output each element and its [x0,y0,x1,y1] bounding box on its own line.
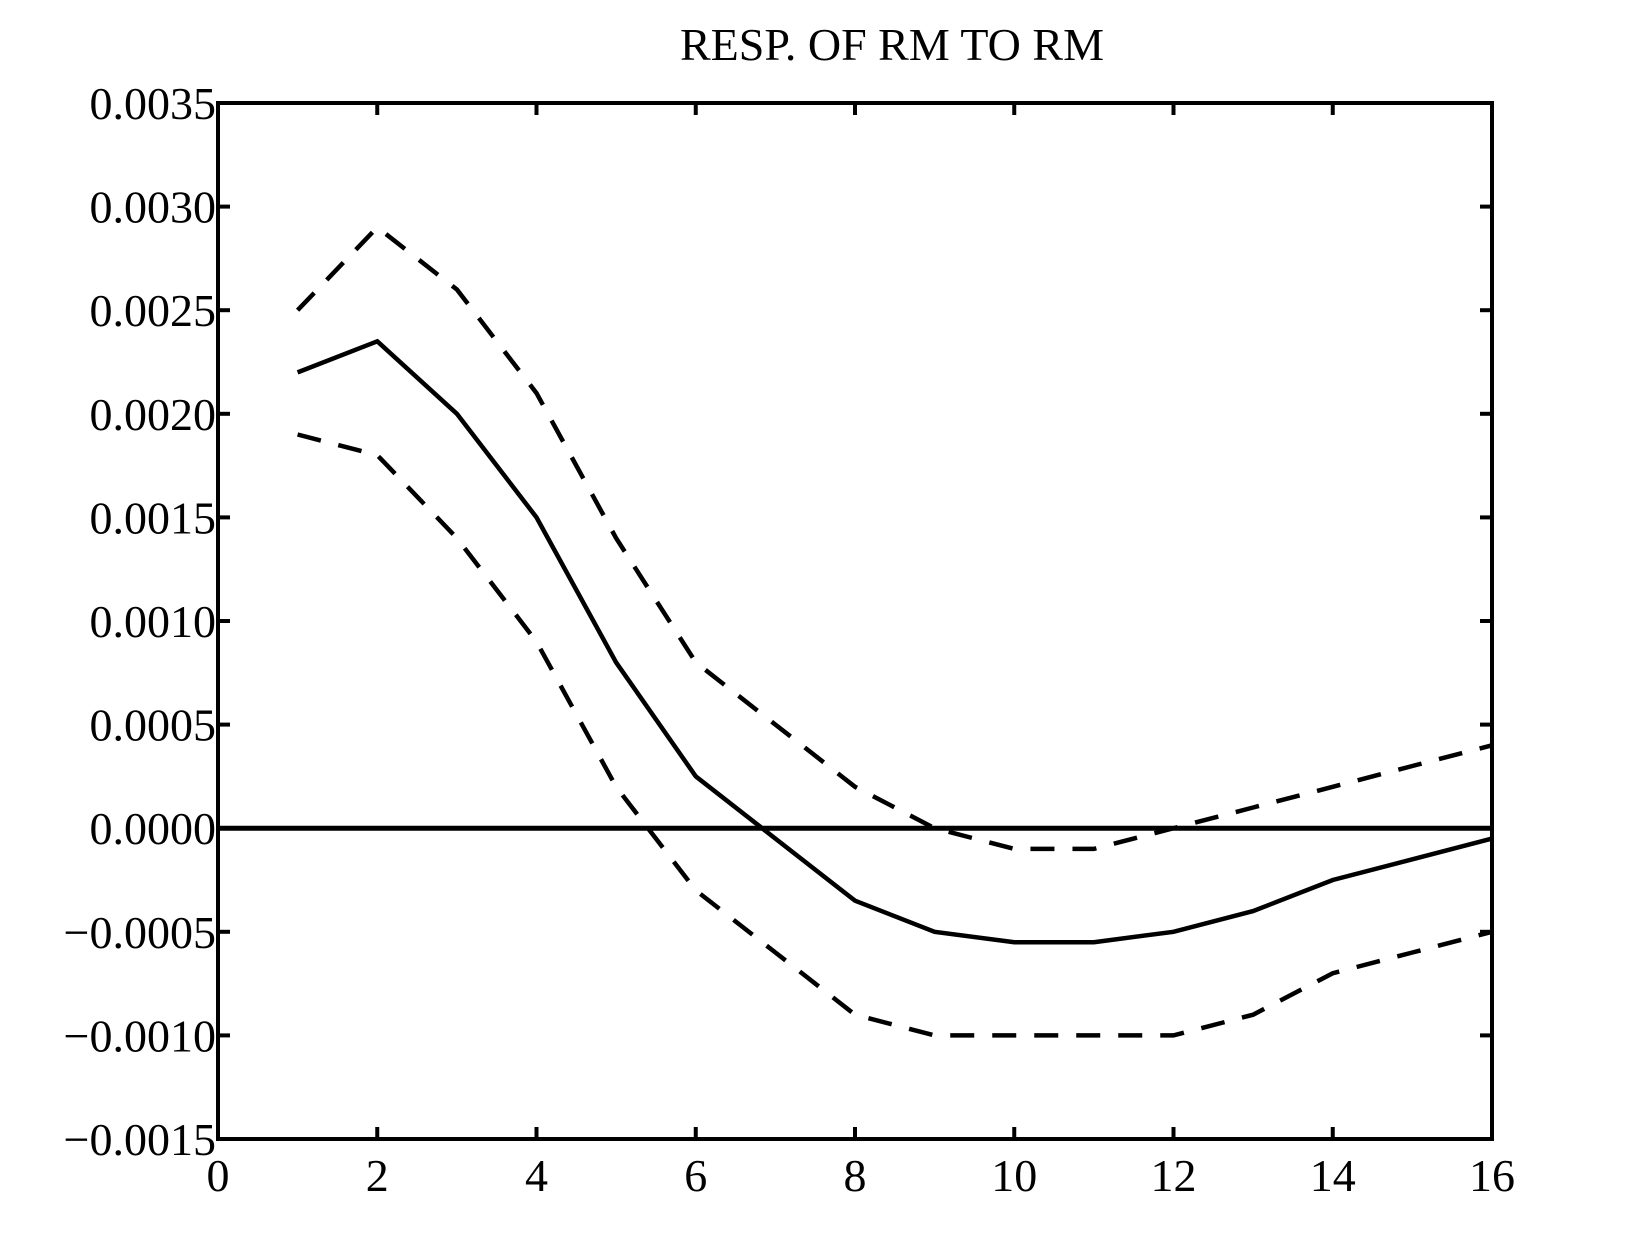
x-tick-label: 6 [684,1150,707,1201]
x-tick-label: 4 [525,1150,548,1201]
x-tick-label: 12 [1151,1150,1197,1201]
plot-area: 0.0035 0.0030 0.0025 0.0020 0.0015 0.0010 0.00… [64,78,1515,1201]
y-tick-label: −0.0005 [64,907,216,958]
y-tick-label: 0.0025 [90,285,217,336]
y-tick-label: 0.0030 [90,182,217,233]
y-tick-label: −0.0015 [64,1114,216,1165]
y-tick-label: 0.0010 [90,596,217,647]
plot-frame [216,101,1494,1141]
y-tick-label: 0.0005 [90,700,217,751]
response-line [296,338,1493,945]
chart-title: RESP. OF RM TO RM [680,19,1104,70]
x-tick-label: 16 [1469,1150,1515,1201]
lower-band-line [297,432,1493,1038]
x-tick-label: 14 [1310,1150,1356,1201]
x-tick-label: 2 [366,1150,389,1201]
upper-band-line [295,224,1493,852]
x-tick-label: 10 [991,1150,1037,1201]
y-tick-label: 0.0015 [90,492,217,543]
x-tick-label: 0 [207,1150,230,1201]
y-tick-label: 0.0000 [90,803,217,854]
y-tick-label: 0.0020 [90,389,217,440]
x-tick-label: 8 [844,1150,867,1201]
y-tick-label: 0.0035 [90,78,217,129]
y-tick-label: −0.0010 [64,1010,216,1061]
